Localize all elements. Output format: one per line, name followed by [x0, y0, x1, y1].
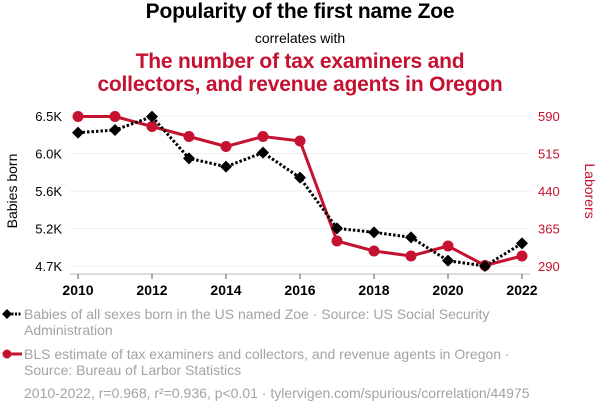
x-tick-label: 2012	[136, 282, 167, 298]
chart-subtitle-text: The number of tax examiners and collecto…	[97, 50, 503, 96]
right-tick-label: 365	[538, 222, 560, 237]
x-tick-label: 2016	[284, 282, 315, 298]
laborers-point	[368, 245, 380, 257]
chart-plot: 6.5K 6.0K 5.6K 5.2K 4.7K 590 515 440 365 290 2010 2…	[4, 109, 598, 298]
babies-point	[516, 237, 528, 250]
babies-point	[405, 231, 417, 244]
series-markers	[72, 110, 528, 272]
babies-point	[442, 254, 454, 267]
babies-point	[220, 160, 232, 173]
laborers-point	[220, 141, 232, 152]
right-tick-label: 515	[538, 147, 560, 162]
legend-text-laborers: BLS estimate of tax examiners and collec…	[24, 346, 510, 378]
axes: 6.5K 6.0K 5.6K 5.2K 4.7K 590 515 440 365 290 2010 2…	[35, 109, 559, 298]
legend-item-babies: Babies of all sexes born in the US named…	[2, 306, 544, 338]
left-tick-label: 6.0K	[35, 147, 62, 162]
laborers-point	[146, 121, 158, 132]
footer-stats: 2010-2022, r=0.968, r²=0.936, p<0.01 · t…	[24, 385, 530, 401]
babies-point	[368, 226, 380, 239]
laborers-point	[331, 235, 343, 247]
right-tick-label: 440	[538, 184, 560, 199]
left-tick-label: 5.6K	[35, 184, 62, 199]
babies-point	[183, 152, 195, 165]
chart-subtitle: The number of tax examiners and collecto…	[0, 50, 600, 96]
x-tick-label: 2022	[506, 282, 537, 298]
laborers-point	[294, 135, 306, 147]
babies-point	[479, 260, 491, 272]
babies-point	[146, 110, 158, 123]
babies-point	[331, 222, 343, 235]
chart-title: Popularity of the first name Zoe	[145, 0, 455, 23]
gridlines	[70, 115, 530, 267]
left-tick-label: 6.5K	[35, 109, 62, 124]
laborers-point	[257, 131, 269, 142]
babies-point	[109, 124, 121, 136]
laborers-point	[516, 250, 528, 262]
babies-point	[257, 146, 269, 159]
left-axis-label: Babies born	[4, 154, 20, 229]
x-tick-label: 2010	[62, 282, 93, 298]
legend-item-laborers: BLS estimate of tax examiners and collec…	[2, 346, 544, 378]
laborers-point	[72, 111, 84, 122]
black-dashed-diamond-line-icon	[2, 309, 22, 319]
correlates-with-label: correlates with	[254, 30, 346, 46]
x-tick-label: 2018	[358, 282, 389, 298]
right-axis-label: Laborers	[582, 163, 598, 218]
laborers-point	[183, 131, 195, 142]
laborers-point	[109, 111, 121, 122]
left-tick-label: 4.7K	[35, 259, 62, 274]
red-solid-circle-line-icon	[2, 349, 22, 359]
legend-text-babies: Babies of all sexes born in the US named…	[24, 306, 490, 338]
right-tick-label: 590	[538, 109, 560, 124]
right-tick-label: 290	[538, 259, 560, 274]
laborers-point	[405, 250, 417, 262]
x-tick-label: 2014	[210, 282, 241, 298]
laborers-point	[442, 240, 454, 252]
babies-point	[294, 171, 306, 184]
babies-point	[72, 126, 84, 139]
left-tick-label: 5.2K	[35, 222, 62, 237]
x-tick-label: 2020	[432, 282, 463, 298]
